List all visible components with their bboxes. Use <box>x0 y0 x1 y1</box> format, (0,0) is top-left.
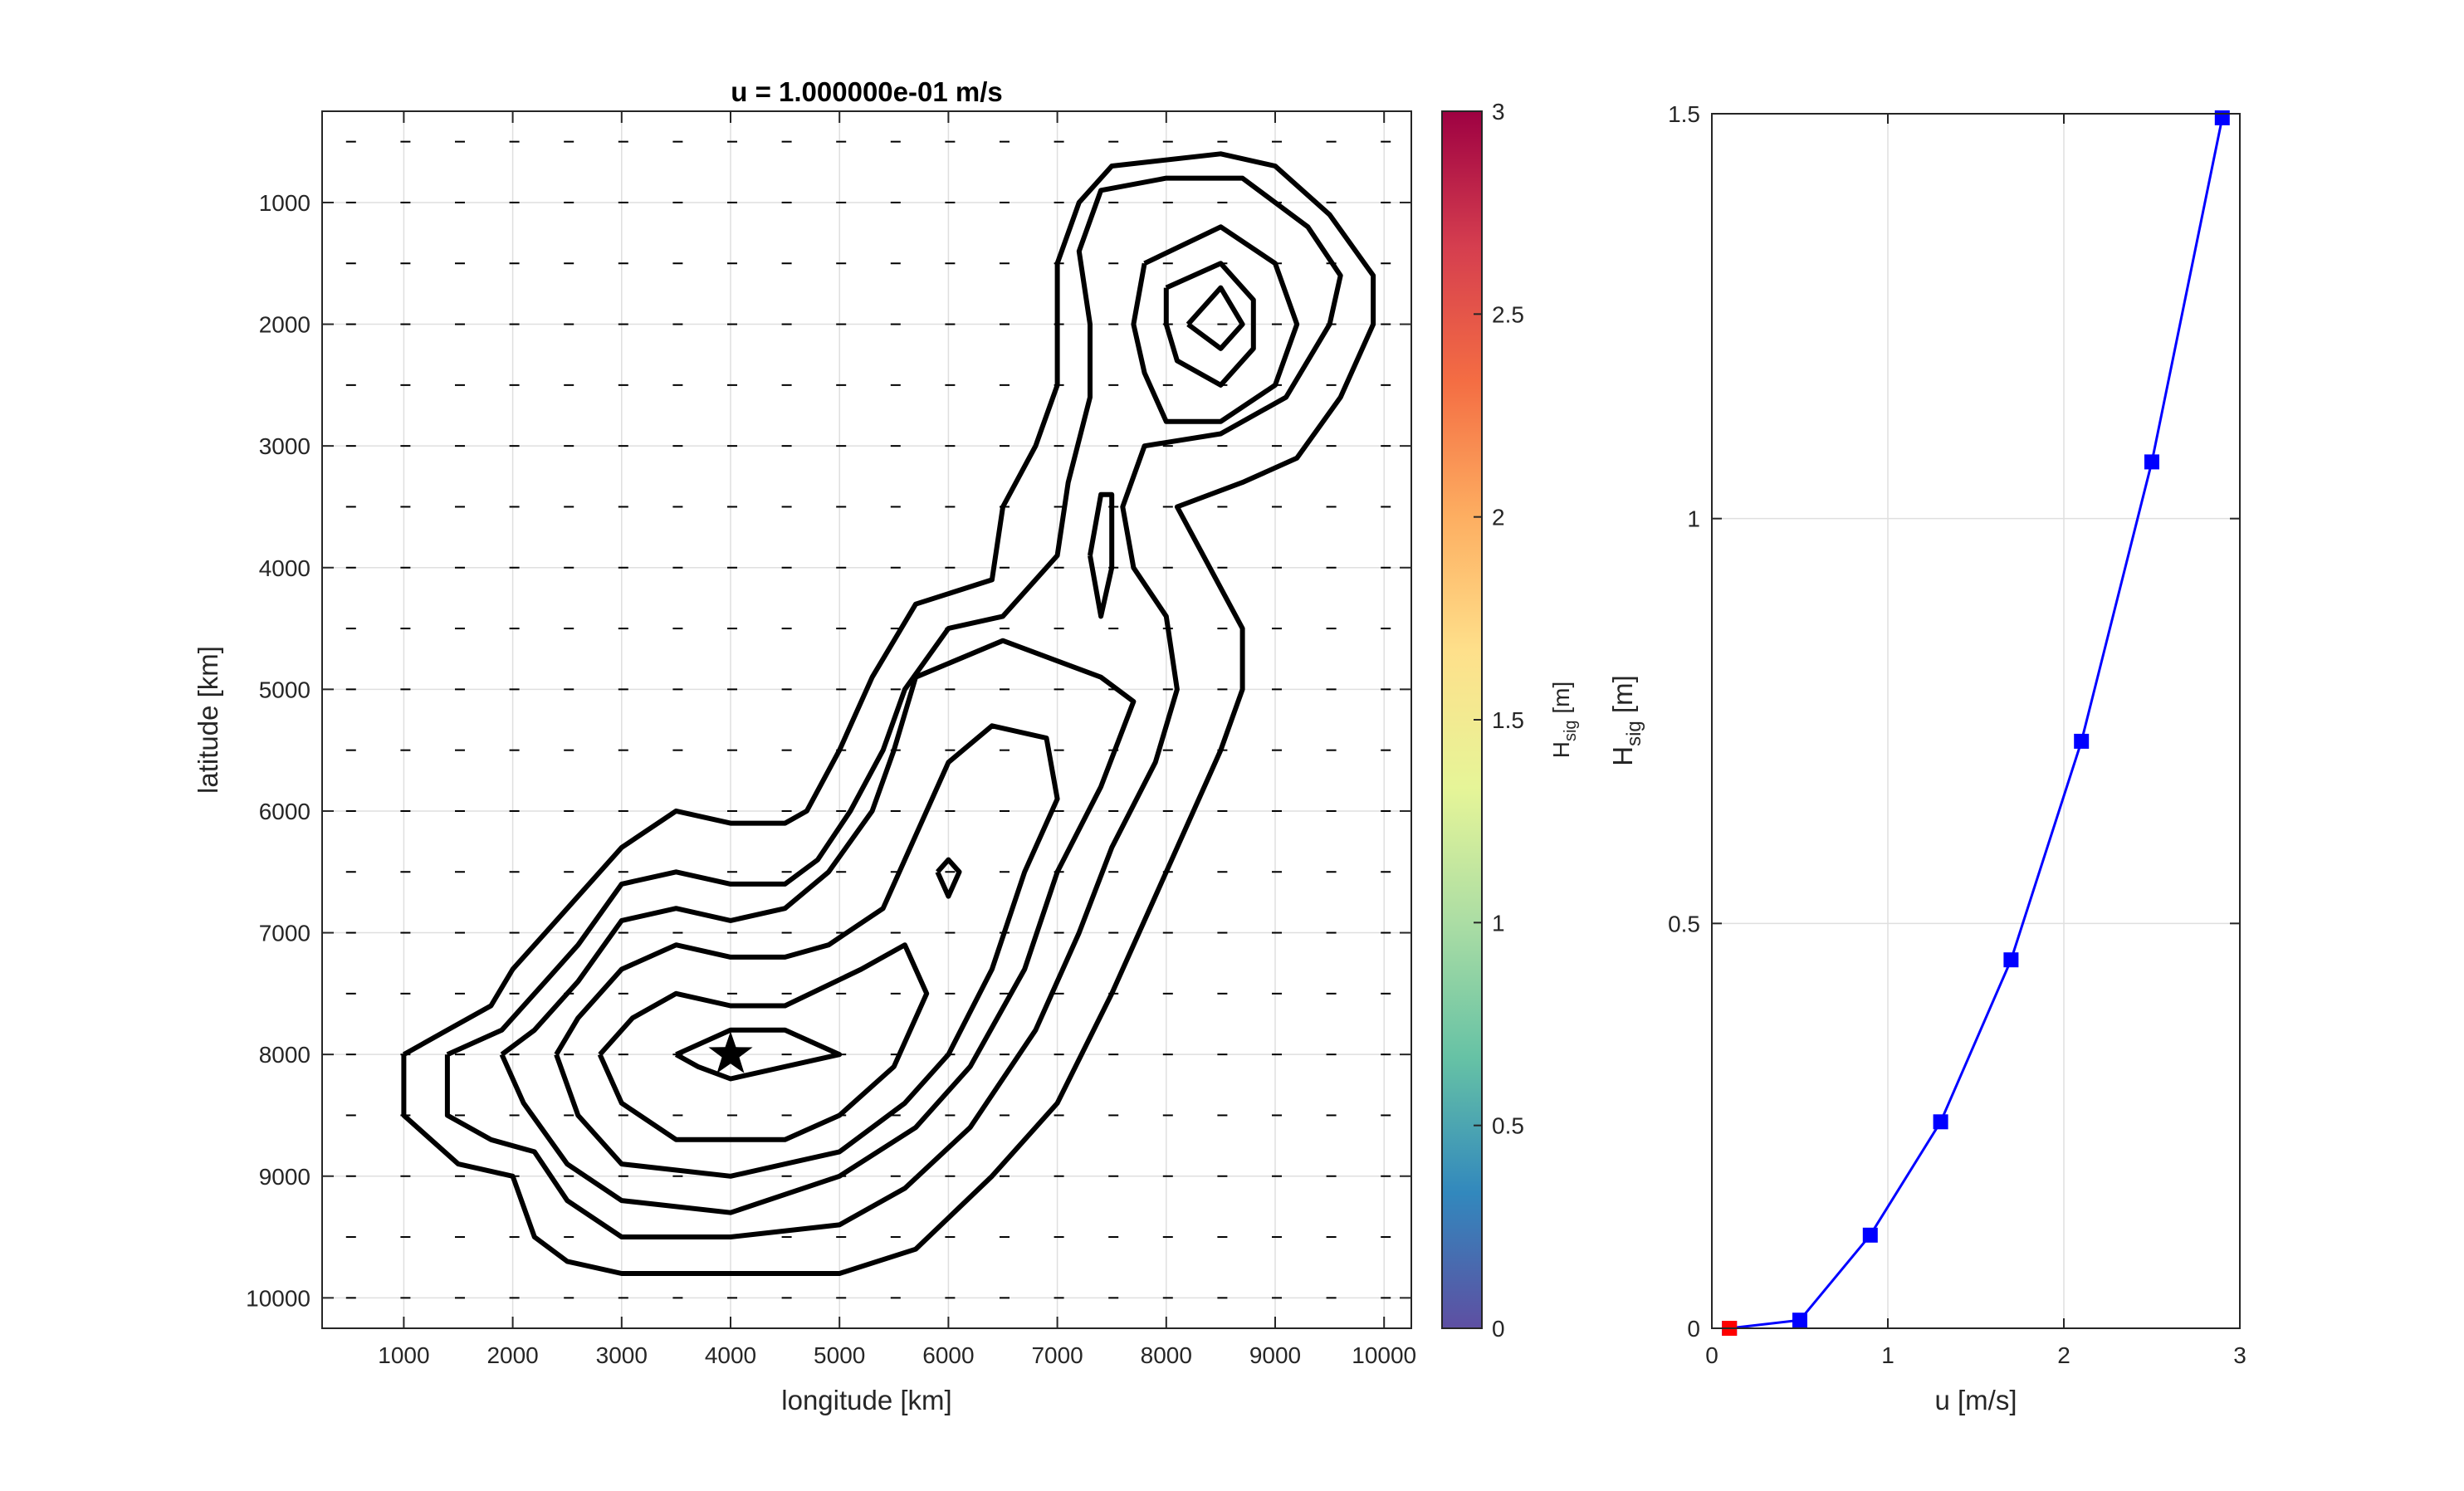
x-tick-label: 4000 <box>705 1342 756 1368</box>
line-x-ticks: 0 1 2 3 <box>1705 114 2246 1368</box>
line-x-label: u [m/s] <box>1934 1385 2017 1415</box>
colorbar-tick-label: 1 <box>1492 910 1505 936</box>
y-tick-label: 9000 <box>259 1164 310 1190</box>
x-tick-label: 1 <box>1881 1342 1894 1368</box>
colorbar-label-main: H <box>1548 741 1574 758</box>
y-tick-label: 6000 <box>259 799 310 824</box>
source-star-marker <box>708 1031 753 1073</box>
data-point-marker <box>2144 454 2159 470</box>
series-line <box>1729 117 2224 1330</box>
data-point-marker <box>1862 1227 1878 1243</box>
line-y-ticks: 0 0.5 1 1.5 <box>1668 101 2240 1342</box>
data-point-marker <box>2074 733 2090 749</box>
colorbar-tick-label: 2 <box>1492 505 1505 530</box>
contour-line <box>1131 224 1300 424</box>
x-tick-label: 2 <box>2057 1342 2070 1368</box>
data-point-marker <box>1792 1313 1807 1328</box>
y-tick-label: 8000 <box>259 1042 310 1068</box>
contour-y-label: latitude [km] <box>193 646 223 794</box>
line-y-label-main: H <box>1607 746 1638 766</box>
contour-axes: 1000 2000 3000 4000 5000 6000 7000 8000 9000 1000… <box>193 76 1416 1415</box>
line-plot-area <box>1712 114 2240 1328</box>
x-tick-label: 3 <box>2233 1342 2246 1368</box>
x-tick-label: 8000 <box>1141 1342 1192 1368</box>
line-y-label-sub: sig <box>1623 721 1645 746</box>
x-tick-label: 7000 <box>1031 1342 1083 1368</box>
line-y-label: Hsig [m] <box>1607 675 1645 766</box>
colorbar-label-sub: sig <box>1562 720 1580 741</box>
x-tick-label: 9000 <box>1249 1342 1301 1368</box>
contour-y-ticks: 1000 2000 3000 4000 5000 6000 7000 8000 9000 1000… <box>246 190 1411 1311</box>
y-tick-label: 0.5 <box>1668 911 1700 936</box>
colorbar-ticks: 0 0.5 1 1.5 2 2.5 3 <box>1474 99 1524 1342</box>
contour-line <box>597 942 930 1142</box>
y-tick-label: 1 <box>1687 506 1700 532</box>
colorbar-tick-label: 0.5 <box>1492 1113 1524 1139</box>
y-tick-label: 1000 <box>259 190 310 216</box>
colorbar-tick-label: 3 <box>1492 99 1505 125</box>
y-tick-label: 2000 <box>259 312 310 338</box>
colorbar-label-tail: [m] <box>1548 682 1574 721</box>
colorbar: 0 0.5 1 1.5 2 2.5 3 Hsig [m] <box>1441 99 1580 1342</box>
x-tick-label: 5000 <box>814 1342 865 1368</box>
contour-line <box>444 175 1343 1239</box>
colorbar-tick-label: 2.5 <box>1492 301 1524 327</box>
contour-x-ticks: 1000 2000 3000 4000 5000 6000 7000 8000 9000 1000… <box>378 111 1416 1368</box>
contour-line <box>1088 491 1115 619</box>
line-axes: 0 1 2 3 0 0.5 1 1.5 u [m/s] Hsig [m] <box>1607 101 2246 1415</box>
x-tick-label: 6000 <box>922 1342 974 1368</box>
line-axes-box <box>1711 113 2241 1329</box>
x-tick-label: 3000 <box>596 1342 648 1368</box>
contour-title: u = 1.000000e-01 m/s <box>731 76 1003 107</box>
y-tick-label: 3000 <box>259 433 310 459</box>
contour-line <box>554 723 1060 1179</box>
contour-line <box>1163 261 1256 388</box>
data-point-marker <box>1933 1114 1948 1130</box>
y-tick-label: 7000 <box>259 921 310 946</box>
data-point-marker <box>2003 952 2019 968</box>
x-tick-label: 1000 <box>378 1342 429 1368</box>
x-tick-label: 2000 <box>486 1342 538 1368</box>
data-point-marker <box>2214 110 2230 125</box>
y-tick-label: 1.5 <box>1668 101 1700 127</box>
y-tick-label: 4000 <box>259 555 310 581</box>
contour-x-label: longitude [km] <box>781 1385 951 1415</box>
colorbar-label: Hsig [m] <box>1548 682 1580 758</box>
y-tick-label: 10000 <box>246 1285 310 1311</box>
x-tick-label: 10000 <box>1352 1342 1416 1368</box>
contour-axes-box <box>321 110 1412 1329</box>
contour-line <box>1186 285 1245 351</box>
contour-lines <box>401 151 1376 1276</box>
y-tick-label: 0 <box>1687 1316 1700 1342</box>
quiver-arrows <box>345 140 1391 1299</box>
colorbar-tick-label: 0 <box>1492 1316 1505 1342</box>
contour-line <box>499 638 1137 1215</box>
contour-line <box>674 1027 843 1082</box>
y-tick-label: 5000 <box>259 677 310 702</box>
colorbar-tick-label: 1.5 <box>1492 707 1524 733</box>
line-y-label-tail: [m] <box>1607 675 1638 721</box>
x-tick-label: 0 <box>1705 1342 1718 1368</box>
contour-line <box>401 151 1376 1276</box>
contour-line <box>935 857 962 899</box>
